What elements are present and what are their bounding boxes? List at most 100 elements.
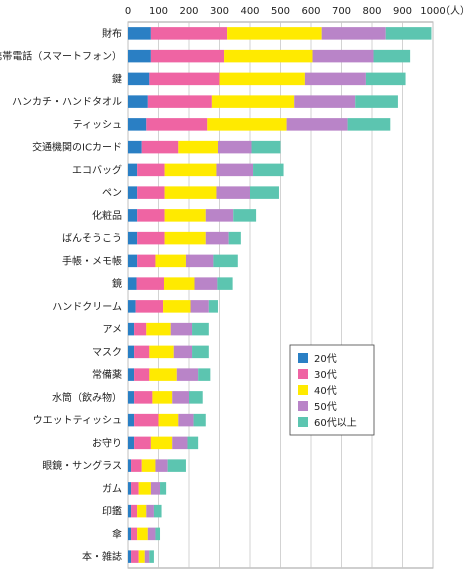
bar-segment (194, 277, 218, 290)
bar-segment (192, 345, 209, 359)
bar-segment (150, 27, 228, 40)
bar-segment (128, 368, 135, 381)
bar-segment (146, 504, 154, 518)
x-tick-label: 200 (179, 6, 198, 17)
bar-segment (153, 504, 162, 518)
bar-segment (219, 72, 305, 86)
category-label: 鍵 (112, 72, 122, 85)
bar-segment (150, 49, 225, 63)
bar-segment (216, 163, 254, 177)
bar-segment (253, 163, 284, 177)
bar-segment (217, 277, 233, 290)
bar-segment (250, 186, 279, 199)
bar-segment (134, 345, 150, 359)
bar-segment (149, 368, 177, 381)
bar-segment (149, 345, 174, 359)
bar-segment (150, 436, 173, 450)
category-label: ハンドクリーム (52, 301, 122, 313)
category-label: アメ (103, 325, 123, 336)
bar-segment (137, 254, 156, 268)
category-label: 携帯電話（スマートフォン） (0, 50, 122, 63)
bar-segment (192, 322, 209, 336)
x-tick-label: 700 (332, 6, 351, 17)
bar-segment (146, 322, 171, 336)
bar-segment (164, 163, 217, 177)
bar-segment (128, 527, 132, 541)
bar-segment (163, 300, 191, 313)
category-label: お守り (92, 436, 122, 449)
bar-segment (128, 550, 132, 563)
bar-segment (128, 140, 142, 154)
bar-segment (128, 186, 138, 199)
category-label: エコバッグ (72, 163, 122, 176)
bar-segment (164, 209, 206, 222)
bar-segment (198, 368, 211, 381)
bar-segment (131, 459, 142, 472)
bar-segment (134, 322, 147, 336)
legend-label: 60代以上 (314, 417, 357, 429)
bar-segment (152, 391, 173, 404)
bar-segment (294, 95, 356, 108)
bar-segment (128, 300, 136, 313)
bar-segment (347, 118, 391, 131)
x-tick-label: 900 (393, 6, 412, 17)
bar-segment (146, 118, 208, 131)
bar-segment (147, 527, 156, 541)
bar-segment (158, 413, 179, 427)
category-label: 眼鏡・サングラス (42, 459, 122, 472)
bar-segment (224, 49, 313, 63)
bar-segment (172, 436, 188, 450)
bar-segment (135, 300, 164, 313)
x-tick-label: 600 (301, 6, 320, 17)
bar-segment (170, 322, 193, 336)
bar-segment (178, 413, 194, 427)
legend-swatch (298, 369, 308, 379)
bar-segment (131, 482, 139, 495)
category-label: ガム (102, 483, 122, 495)
bar-segment (128, 72, 150, 86)
x-tick-label: 400 (240, 6, 259, 17)
bar-segment (205, 209, 234, 222)
legend-swatch (298, 401, 308, 411)
bar-segment (167, 459, 186, 472)
bar-segment (134, 413, 159, 427)
bar-segment (149, 72, 220, 86)
bar-segment (128, 345, 135, 359)
bar-segment (160, 482, 167, 495)
bar-segment (185, 254, 214, 268)
bar-segment (137, 504, 147, 518)
bar-segment (131, 504, 138, 518)
bar-segment (128, 482, 132, 495)
bar-segment (155, 459, 168, 472)
legend-label: 40代 (314, 385, 337, 397)
bar-segment (163, 277, 195, 290)
x-tick-label: 1000 (420, 6, 445, 17)
legend-label: 20代 (314, 353, 337, 365)
bar-segment (228, 231, 241, 245)
bar-segment (128, 391, 135, 404)
bar-segment (172, 391, 189, 404)
bar-segment (138, 550, 145, 563)
bar-segment (149, 550, 154, 563)
bar-segment (137, 527, 148, 541)
bar-segment (128, 413, 135, 427)
bar-segment (137, 209, 165, 222)
bar-segment (178, 140, 218, 154)
bar-segment (150, 482, 161, 495)
bar-segment (355, 95, 398, 108)
bar-segment (227, 27, 322, 40)
bar-segment (321, 27, 386, 40)
bar-segment (176, 368, 199, 381)
bar-segment (131, 550, 139, 563)
bar-segment (141, 459, 156, 472)
bar-segment (128, 95, 148, 108)
bar-segment (312, 49, 374, 63)
category-label: 交通機関のICカード (32, 141, 122, 154)
legend-swatch (298, 417, 308, 427)
x-tick-label: 800 (362, 6, 381, 17)
bar-segment (217, 140, 252, 154)
bar-segment (155, 527, 161, 541)
category-label: ペン (102, 188, 122, 199)
bar-segment (128, 504, 132, 518)
